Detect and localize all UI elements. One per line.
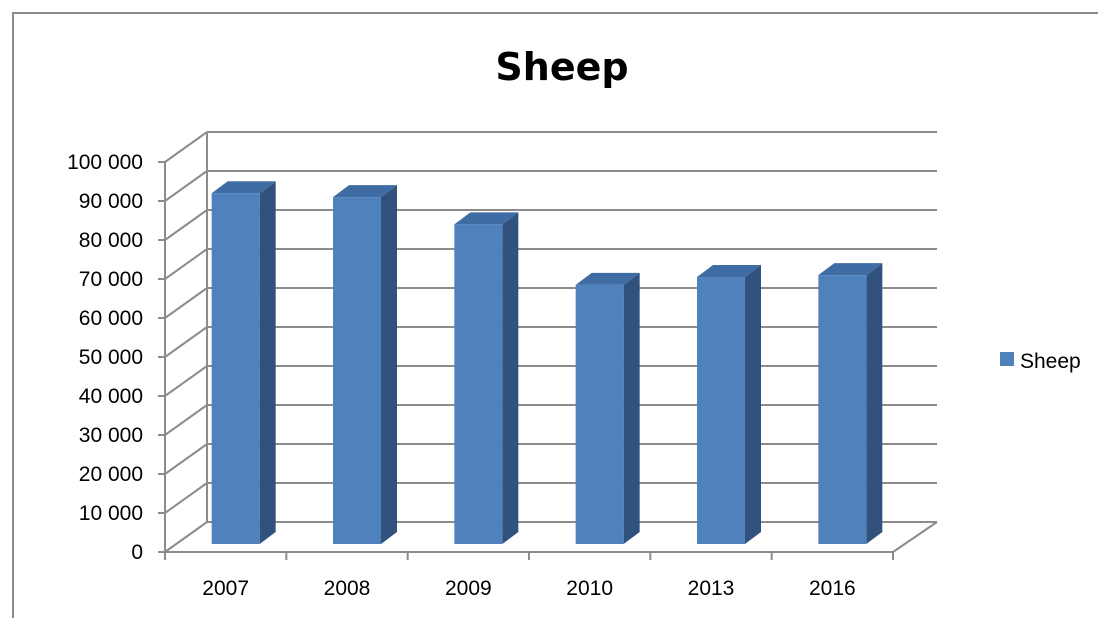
y-tick-label: 100 000 xyxy=(67,151,143,174)
y-tick-label: 60 000 xyxy=(79,307,143,330)
bar-2010 xyxy=(575,272,640,544)
bars xyxy=(211,181,883,544)
y-tick-label: 10 000 xyxy=(79,502,143,525)
bar-side-2016 xyxy=(866,263,883,544)
x-tick-label: 2008 xyxy=(324,577,371,600)
bar-2007 xyxy=(211,181,276,544)
legend: Sheep xyxy=(1000,350,1081,373)
bar-front-2007 xyxy=(211,193,260,544)
bar-front-2008 xyxy=(333,197,381,544)
bar-front-2013 xyxy=(697,277,745,544)
bar-front-2016 xyxy=(818,275,867,544)
legend-swatch-sheep xyxy=(1000,352,1014,366)
gridline-slant xyxy=(164,248,208,280)
y-tick-label: 0 xyxy=(131,541,143,564)
bar-top-2009 xyxy=(454,212,519,225)
gridline-slant xyxy=(164,521,208,553)
gridline-slant xyxy=(164,482,208,514)
chart-title: Sheep xyxy=(495,45,628,89)
gridline-slant xyxy=(164,326,208,358)
x-axis-tick-labels: 2007 2008 2009 2010 2013 2016 xyxy=(202,577,855,600)
x-tick-label: 2007 xyxy=(202,577,249,600)
y-tick-label: 90 000 xyxy=(79,190,143,213)
chart-frame xyxy=(12,12,1098,618)
gridline-slant xyxy=(164,209,208,241)
gridline-slant xyxy=(164,131,208,163)
floor-right-edge xyxy=(892,521,938,553)
gridline-slant xyxy=(164,404,208,436)
y-tick-label: 30 000 xyxy=(79,424,143,447)
bar-2009 xyxy=(454,212,519,544)
bar-top-2013 xyxy=(697,265,761,278)
y-tick-label: 20 000 xyxy=(79,463,143,486)
x-tick-label: 2013 xyxy=(688,577,735,600)
bar-side-2009 xyxy=(502,212,519,544)
gridline-slant xyxy=(164,287,208,319)
bar-top-2007 xyxy=(211,181,276,194)
bar-top-2010 xyxy=(575,272,640,285)
gridline-slant xyxy=(164,443,208,475)
y-tick-label: 50 000 xyxy=(79,346,143,369)
legend-label-sheep: Sheep xyxy=(1020,350,1081,373)
x-tick-label: 2016 xyxy=(809,577,856,600)
bar-top-2008 xyxy=(333,185,397,198)
bar-2016 xyxy=(818,263,883,544)
bar-2008 xyxy=(333,185,397,544)
y-tick-label: 80 000 xyxy=(79,229,143,252)
bar-front-2009 xyxy=(454,224,503,544)
bar-side-2007 xyxy=(259,181,276,544)
bar-side-2008 xyxy=(381,185,397,544)
gridline-slant xyxy=(164,365,208,397)
y-tick-label: 40 000 xyxy=(79,385,143,408)
bar-side-2010 xyxy=(623,272,640,544)
bar-top-2016 xyxy=(818,263,883,276)
bar-2013 xyxy=(697,265,761,544)
x-tick-label: 2010 xyxy=(566,577,613,600)
y-tick-label: 70 000 xyxy=(79,268,143,291)
y-axis-tick-labels: 0 10 000 20 000 30 000 40 000 50 000 60 000 70 … xyxy=(67,151,143,564)
grid-lines xyxy=(164,131,938,553)
x-tick-label: 2009 xyxy=(445,577,492,600)
bar-front-2010 xyxy=(575,284,624,544)
bar-side-2013 xyxy=(745,265,761,544)
gridline-slant xyxy=(164,170,208,202)
axes xyxy=(158,161,894,560)
